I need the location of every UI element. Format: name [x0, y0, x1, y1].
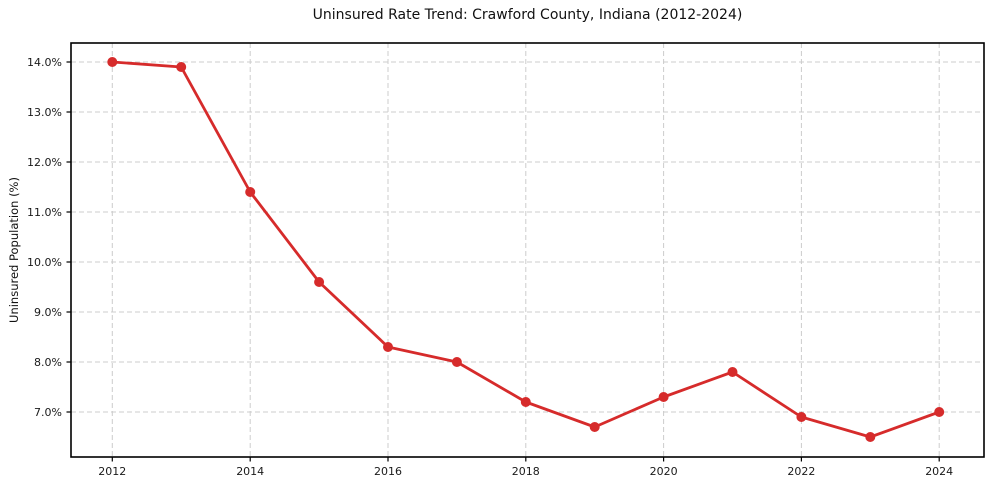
data-point-2014	[245, 187, 256, 197]
axis-tick-marks	[66, 61, 940, 462]
data-point-2017	[451, 357, 462, 367]
y-tick-label: 10.0%	[27, 256, 62, 269]
axes-spines	[70, 42, 985, 458]
data-point-2012	[107, 57, 118, 67]
data-point-2024	[934, 407, 945, 417]
y-tick-label: 13.0%	[27, 106, 62, 119]
data-point-2023	[865, 432, 876, 442]
y-tick-label: 8.0%	[34, 356, 62, 369]
data-point-2021	[727, 367, 738, 377]
y-tick-label: 11.0%	[27, 206, 62, 219]
x-tick-label: 2014	[236, 465, 264, 478]
y-tick-label: 12.0%	[27, 156, 62, 169]
data-point-2016	[383, 342, 393, 352]
y-tick-label: 7.0%	[34, 406, 62, 419]
chart-title: Uninsured Rate Trend: Crawford County, I…	[312, 7, 743, 23]
axis-tick-labels: 2012 2014 2016 2018 2020 2022 2024 7.0% 8.0% 9.0%…	[27, 56, 953, 478]
x-tick-label: 2022	[787, 465, 815, 478]
x-tick-label: 2024	[925, 465, 953, 478]
data-point-2020	[658, 392, 669, 402]
data-point-2022	[796, 412, 807, 422]
x-tick-label: 2012	[98, 465, 126, 478]
data-point-2015	[314, 277, 325, 287]
x-tick-label: 2020	[650, 465, 678, 478]
x-tick-label: 2016	[374, 465, 402, 478]
x-tick-label: 2018	[512, 465, 540, 478]
data-point-2019	[589, 422, 600, 432]
y-tick-label: 9.0%	[34, 306, 62, 319]
grid-lines	[71, 43, 984, 457]
y-tick-label: 14.0%	[27, 56, 62, 69]
data-point-2018	[520, 397, 531, 407]
data-point-2013	[176, 62, 187, 72]
data-points	[107, 57, 945, 442]
